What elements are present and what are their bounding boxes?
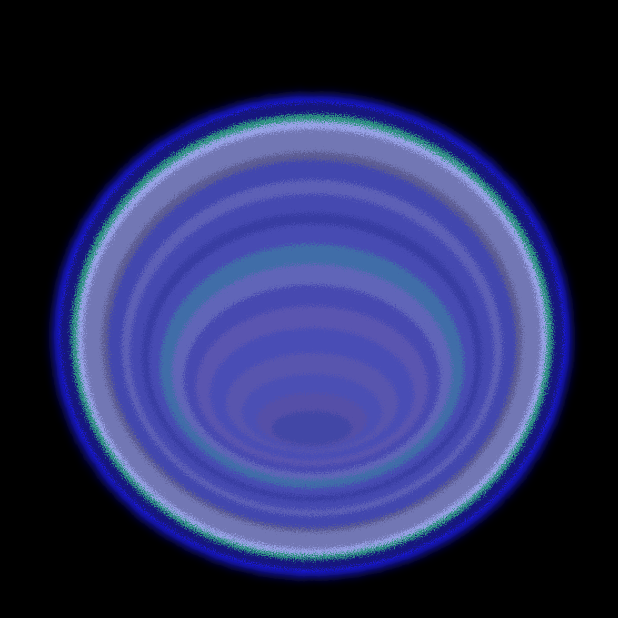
planet-band-core-dark: [272, 411, 352, 445]
planet-bands: [60, 102, 564, 570]
